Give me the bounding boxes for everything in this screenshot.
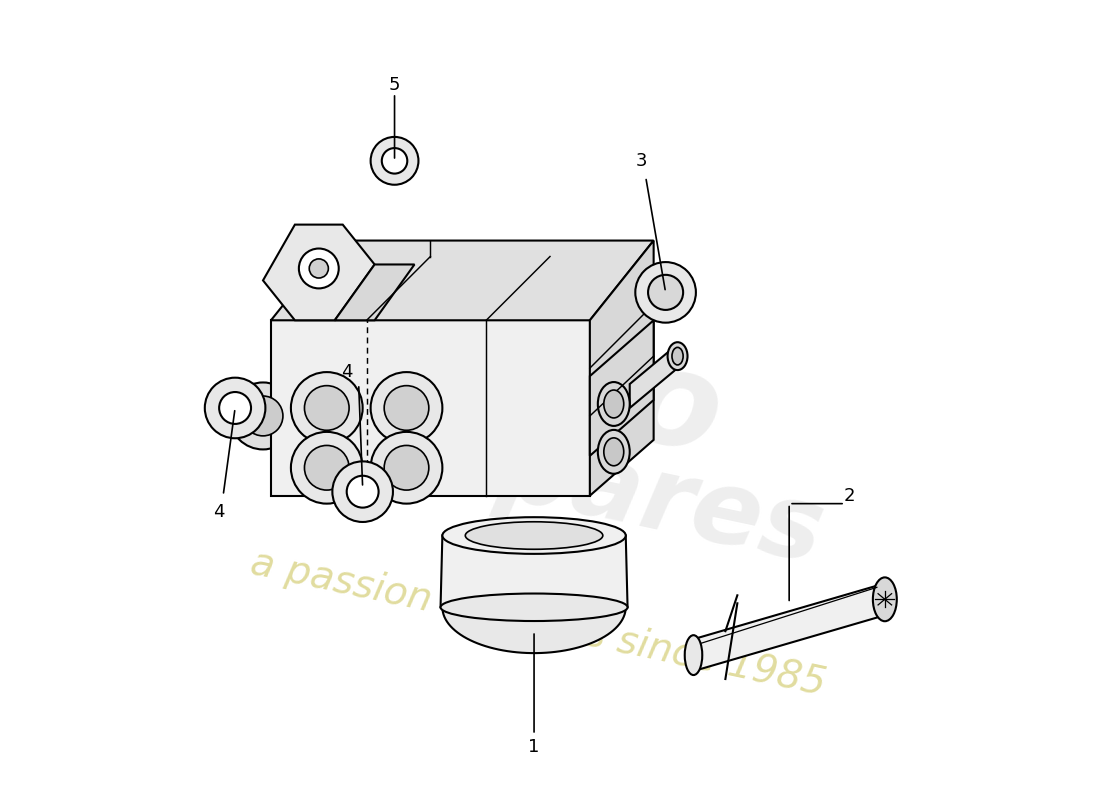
Circle shape: [290, 432, 363, 504]
Circle shape: [384, 386, 429, 430]
Ellipse shape: [597, 382, 629, 426]
Circle shape: [382, 148, 407, 174]
Ellipse shape: [597, 430, 629, 474]
Text: 4: 4: [213, 502, 224, 521]
Circle shape: [309, 259, 329, 278]
Ellipse shape: [440, 594, 628, 621]
Circle shape: [290, 372, 363, 444]
Polygon shape: [629, 344, 678, 408]
Text: 4: 4: [341, 363, 352, 381]
Polygon shape: [271, 241, 653, 320]
Ellipse shape: [873, 578, 896, 622]
Text: a passion for parts since 1985: a passion for parts since 1985: [248, 544, 829, 703]
Circle shape: [299, 249, 339, 288]
Ellipse shape: [672, 347, 683, 365]
Ellipse shape: [668, 342, 688, 370]
Text: euro: euro: [375, 286, 733, 482]
Polygon shape: [442, 607, 626, 653]
Circle shape: [219, 392, 251, 424]
Text: 5: 5: [388, 76, 400, 94]
Text: 2: 2: [844, 486, 855, 505]
Circle shape: [243, 396, 283, 436]
Circle shape: [305, 386, 349, 430]
Text: spares: spares: [430, 406, 834, 586]
Polygon shape: [693, 583, 884, 671]
Circle shape: [648, 275, 683, 310]
Polygon shape: [590, 320, 653, 456]
Ellipse shape: [442, 517, 626, 554]
Circle shape: [371, 137, 418, 185]
Text: 1: 1: [528, 738, 540, 756]
Polygon shape: [440, 535, 628, 631]
Ellipse shape: [604, 438, 624, 466]
Circle shape: [205, 378, 265, 438]
Circle shape: [305, 446, 349, 490]
Polygon shape: [590, 241, 653, 496]
Polygon shape: [271, 320, 590, 496]
Ellipse shape: [684, 635, 702, 675]
Polygon shape: [334, 265, 415, 320]
Text: 3: 3: [636, 152, 648, 170]
Circle shape: [636, 262, 696, 322]
Ellipse shape: [604, 390, 624, 418]
Circle shape: [230, 382, 297, 450]
Circle shape: [384, 446, 429, 490]
Circle shape: [371, 372, 442, 444]
Circle shape: [332, 462, 393, 522]
Circle shape: [346, 476, 378, 508]
Circle shape: [371, 432, 442, 504]
Polygon shape: [263, 225, 375, 320]
Ellipse shape: [465, 522, 603, 550]
